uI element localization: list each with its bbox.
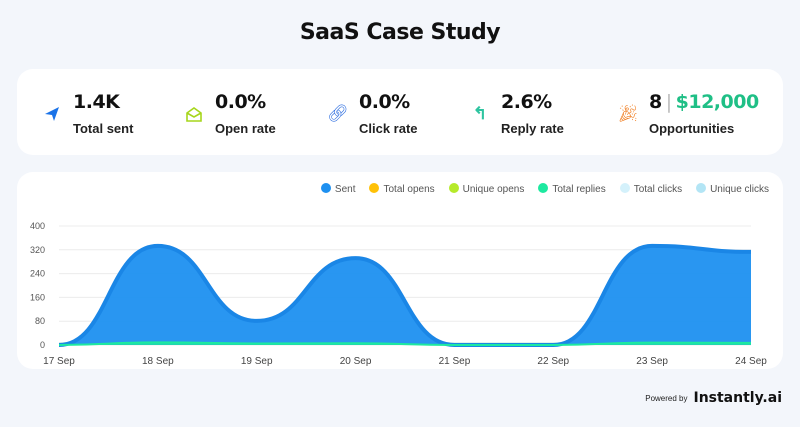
series-line-sent <box>58 243 752 348</box>
x-tick-label: 21 Sep <box>439 356 471 367</box>
chart-card: Sent Total opens Unique opens Total replies… <box>17 172 783 369</box>
y-tick-label: 320 <box>30 245 45 255</box>
x-tick-label: 17 Sep <box>43 356 75 367</box>
legend-item-sent[interactable]: Sent <box>320 183 356 195</box>
legend-dot <box>448 183 459 193</box>
stat-value: 2.6% <box>501 91 552 113</box>
legend-label: Total replies <box>552 184 606 195</box>
x-tick-label: 20 Sep <box>340 356 372 367</box>
legend-label: Total opens <box>383 184 435 195</box>
brand-logo[interactable]: Instantly.ai <box>693 390 782 406</box>
envelope-open-icon <box>183 103 205 125</box>
link-icon: 🔗︎ <box>327 104 349 123</box>
party-popper-icon: 🎉︎ <box>617 104 639 123</box>
stat-label: Opportunities <box>649 121 735 136</box>
stat-value: 8 | $12,000 <box>649 91 759 113</box>
stats-card: 1.4K Total sent 0.0% Open rate 🔗︎ 0.0% Clic… <box>17 69 783 155</box>
y-tick-label: 240 <box>30 269 45 279</box>
legend-item-unique-clicks[interactable]: Unique clicks <box>696 183 769 195</box>
x-tick-label: 19 Sep <box>241 356 273 367</box>
stat-label: Open rate <box>215 121 276 136</box>
legend-dot <box>619 183 630 193</box>
x-tick-label: 22 Sep <box>537 356 569 367</box>
y-tick-label: 0 <box>40 340 45 350</box>
legend-label: Sent <box>334 184 356 195</box>
series-area-sent <box>59 245 751 345</box>
legend-label: Unique clicks <box>710 184 769 195</box>
x-tick-label: 24 Sep <box>735 356 767 367</box>
legend-dot <box>538 183 549 193</box>
paper-plane-icon <box>41 103 63 125</box>
chart-legend: Sent Total opens Unique opens Total replies… <box>320 183 769 195</box>
stat-label: Click rate <box>359 121 418 136</box>
powered-by-label: Powered by <box>645 393 688 403</box>
legend-label: Total clicks <box>633 184 683 195</box>
stat-click-rate: 🔗︎ 0.0% Click rate <box>327 91 418 136</box>
legend-item-total-clicks[interactable]: Total clicks <box>619 183 683 195</box>
legend-item-unique-opens[interactable]: Unique opens <box>448 183 525 195</box>
x-tick-label: 18 Sep <box>142 356 174 367</box>
reply-icon: ↰ <box>472 104 488 123</box>
legend-item-total-replies[interactable]: Total replies <box>538 183 606 195</box>
stat-value: 0.0% <box>215 91 266 113</box>
series-line-total-replies <box>58 341 752 347</box>
legend-dot <box>696 183 707 193</box>
stat-value: 0.0% <box>359 91 410 113</box>
stat-opportunities: 🎉︎ 8 | $12,000 Opportunities <box>617 91 759 136</box>
page-title: SaaS Case Study <box>299 20 501 45</box>
y-tick-label: 400 <box>30 221 45 231</box>
footer: Powered by Instantly.ai <box>645 390 782 406</box>
legend-label: Unique opens <box>462 184 525 195</box>
stat-value: 1.4K <box>73 91 120 113</box>
area-chart: 0 80 160 240 320 400 17 Sep 18 Sep 19 Sep 20 Sep 2… <box>30 221 767 367</box>
stat-open-rate: 0.0% Open rate <box>183 91 276 136</box>
y-tick-label: 160 <box>30 292 45 302</box>
legend-dot <box>369 183 380 193</box>
stat-label: Reply rate <box>501 121 564 136</box>
legend-item-total-opens[interactable]: Total opens <box>369 183 435 195</box>
stat-label: Total sent <box>73 121 134 136</box>
y-tick-label: 80 <box>35 316 45 326</box>
stat-total-sent: 1.4K Total sent <box>41 91 133 136</box>
x-tick-label: 23 Sep <box>636 356 668 367</box>
stat-reply-rate: ↰ 2.6% Reply rate <box>469 91 564 136</box>
legend-dot <box>320 183 331 193</box>
